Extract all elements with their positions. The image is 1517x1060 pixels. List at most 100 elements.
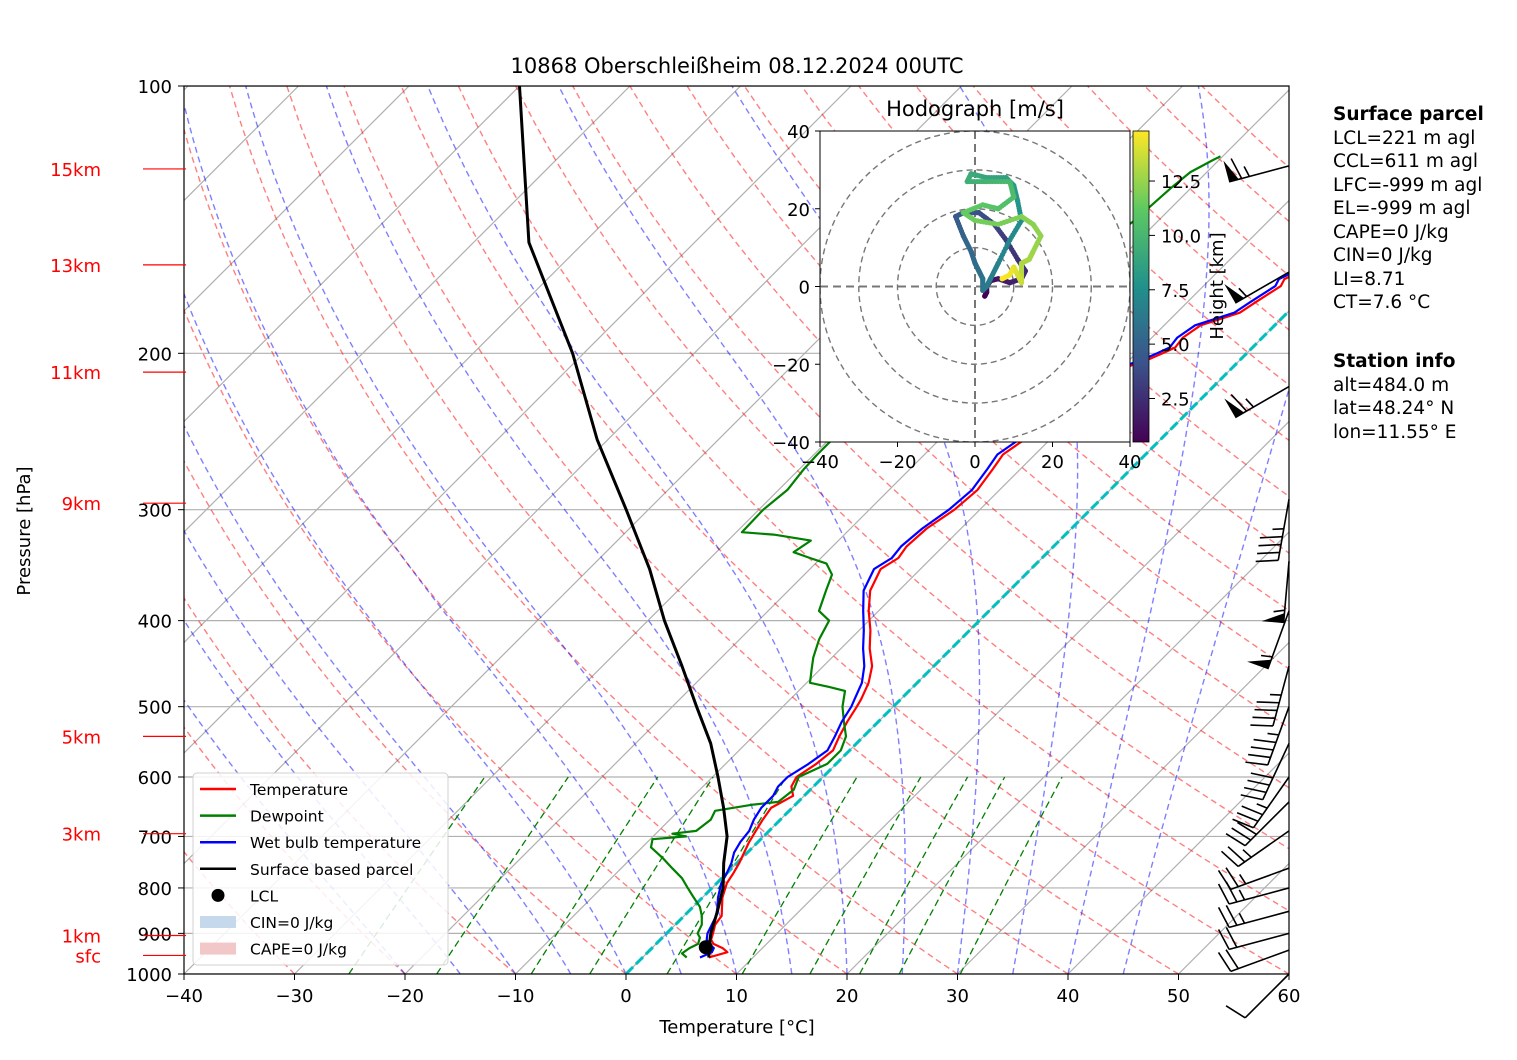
dry-adiabat-line <box>858 86 1289 498</box>
dry-adiabat-line <box>572 86 1289 789</box>
lcl-marker <box>698 940 713 955</box>
wind-barb-half-feather <box>1238 873 1247 885</box>
wind-barb-feather <box>1252 716 1276 720</box>
parcel-line: LCL=221 m agl <box>1333 127 1476 149</box>
height-label: 11km <box>50 363 101 384</box>
isotherm-line <box>184 86 852 754</box>
wind-barb-half-feather <box>1238 287 1248 298</box>
wind-barb-feather <box>1255 559 1279 563</box>
colorbar-ticks: 2.5 5.0 7.5 10.0 12.5 <box>1149 172 1201 411</box>
y-tick-label: 1000 <box>126 965 172 986</box>
hodograph-plot <box>820 131 1130 442</box>
wind-barb-feather <box>1225 833 1246 847</box>
wind-barb-half-feather <box>1267 732 1279 736</box>
hodograph-x-tick-label: −40 <box>801 452 839 473</box>
wind-barb-staff <box>1244 801 1290 847</box>
x-tick-label: 30 <box>946 986 969 1007</box>
moist-adiabat-line <box>959 86 1079 974</box>
wind-barb <box>1217 881 1290 905</box>
x-axis-label: Temperature [°C] <box>658 1017 814 1038</box>
moist-adiabat-line <box>1067 86 1210 974</box>
mixing-ratio-line <box>741 776 858 974</box>
lcl-marker-group <box>698 940 713 955</box>
dry-adiabat-line <box>184 459 627 974</box>
isotherm-line <box>1067 752 1289 974</box>
hodograph-y-tick-label: −20 <box>772 355 810 376</box>
wind-barb-staff <box>1228 887 1290 905</box>
parcel-line: LFC=-999 m agl <box>1333 174 1483 196</box>
wind-barb-staff <box>1237 830 1290 868</box>
temperature-line <box>708 275 1289 959</box>
wind-barb-staff <box>1230 867 1290 891</box>
wind-barb-feather <box>1230 393 1248 412</box>
wind-barb <box>1225 801 1290 847</box>
wind-barb-feather <box>1231 827 1252 841</box>
wind-barb-feather <box>1220 850 1239 868</box>
x-tick-label: 20 <box>836 986 859 1007</box>
parcel-line: CCL=611 m agl <box>1333 151 1478 172</box>
wind-barb-feather <box>1245 761 1268 766</box>
dry-adiabat-line <box>457 86 1289 912</box>
legend-label: Dewpoint <box>250 808 324 826</box>
wind-barb-staff <box>1244 973 1290 1019</box>
wind-barb-feather <box>1256 701 1280 704</box>
y-axis-label: Pressure [hPa] <box>14 466 35 595</box>
parcel-line: CAPE=0 J/kg <box>1333 221 1449 243</box>
wind-barb-flag <box>1224 398 1244 418</box>
legend-label: Wet bulb temperature <box>250 834 421 852</box>
y-tick-label: 800 <box>138 879 172 900</box>
wind-barb-feather <box>1250 772 1274 779</box>
wind-barb-staff <box>1252 776 1290 829</box>
wind-barb-half-feather <box>1260 654 1273 658</box>
dry-adiabat-line <box>228 86 958 974</box>
wind-barb-staff <box>1262 743 1290 800</box>
height-label: 9km <box>62 494 101 515</box>
wind-barbs <box>1217 158 1290 1019</box>
chart-title: 10868 Oberschleißheim 08.12.2024 00UTC <box>511 54 964 78</box>
moist-adiabat-line <box>427 86 848 974</box>
wind-barb-flag <box>1261 613 1285 624</box>
isotherm-line <box>515 199 1289 974</box>
parcel-line: CT=7.6 °C <box>1333 292 1431 313</box>
wind-barb-flag <box>1224 284 1244 303</box>
dry-adiabat-line <box>184 127 848 974</box>
wind-barb-staff <box>1282 561 1290 624</box>
wind-barb-staff <box>1228 165 1290 183</box>
moist-adiabat-line <box>1122 386 1289 974</box>
wind-barb <box>1225 973 1290 1019</box>
wind-barb-staff <box>1230 949 1290 973</box>
wind-barb-half-feather <box>1272 528 1284 531</box>
hodograph-axes: −40 −20 0 20 40 40 20 0 −20 −40 <box>772 122 1141 473</box>
height-label: 13km <box>50 256 101 277</box>
wind-barb-feather <box>1236 821 1257 836</box>
x-tick-label: 10 <box>725 986 748 1007</box>
y-tick-label: 900 <box>138 924 172 945</box>
wind-barb-half-feather <box>1256 803 1268 809</box>
moist-adiabat-line <box>325 86 793 974</box>
parcel-line: CIN=0 J/kg <box>1333 245 1433 266</box>
dry-adiabat-line <box>343 86 1179 974</box>
x-tick-label: 60 <box>1278 986 1301 1007</box>
moist-adiabat-line <box>184 424 572 974</box>
axes: −40 −30 −20 −10 0 10 20 30 40 50 60100200300400500… <box>126 77 1300 1007</box>
wind-barb <box>1217 904 1290 929</box>
height-label: sfc <box>75 946 101 967</box>
wind-barb-feather <box>1236 811 1259 822</box>
wind-barb <box>1217 949 1290 973</box>
station-info-heading: Station info <box>1333 351 1456 372</box>
hodograph-y-tick-label: 0 <box>799 278 810 299</box>
station-line: lon=11.55° E <box>1333 421 1457 443</box>
hodograph-ring <box>935 246 1015 327</box>
wind-barb-feather <box>1247 779 1270 786</box>
height-label: 5km <box>62 727 101 748</box>
wind-barb-flag <box>1247 659 1272 670</box>
mixing-ratio-line <box>589 776 714 974</box>
hodograph-y-tick-label: 40 <box>787 122 810 143</box>
wind-barb-feather <box>1253 738 1277 744</box>
wind-barb-staff <box>1272 665 1290 727</box>
legend-swatch <box>211 888 225 902</box>
parcel-line: EL=-999 m agl <box>1333 198 1471 219</box>
mixing-ratio-line <box>666 776 787 974</box>
wind-barb-half-feather <box>1273 609 1285 613</box>
